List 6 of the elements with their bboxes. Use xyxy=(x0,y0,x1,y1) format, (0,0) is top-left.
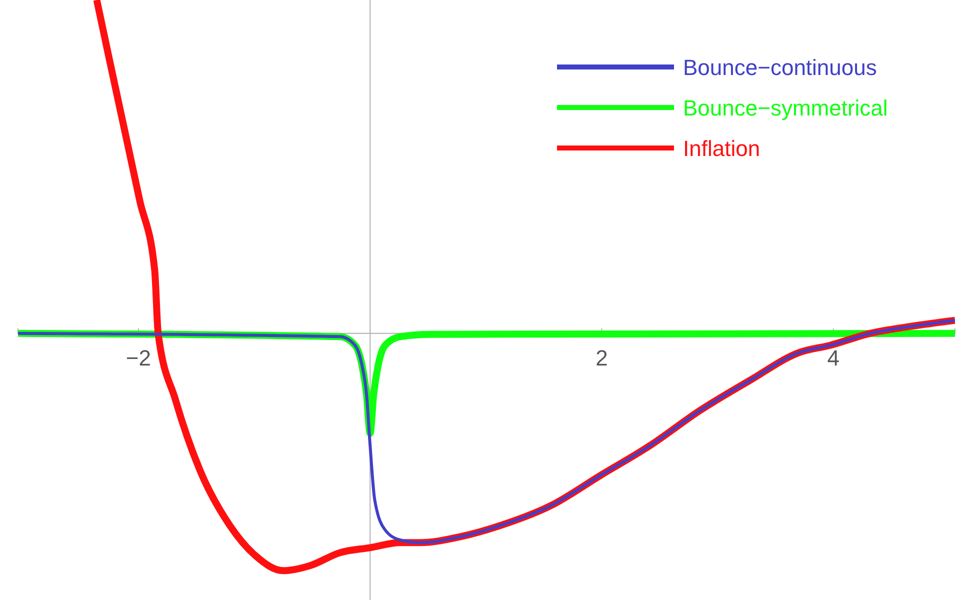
x-tick-label: 2 xyxy=(596,345,608,370)
text: Inflation xyxy=(683,136,760,161)
text: Bounce−symmetrical xyxy=(683,96,888,120)
x-tick-label: 4 xyxy=(827,345,840,370)
text: Bounce−continuous xyxy=(683,55,877,80)
x-tick-label: −2 xyxy=(126,345,151,370)
